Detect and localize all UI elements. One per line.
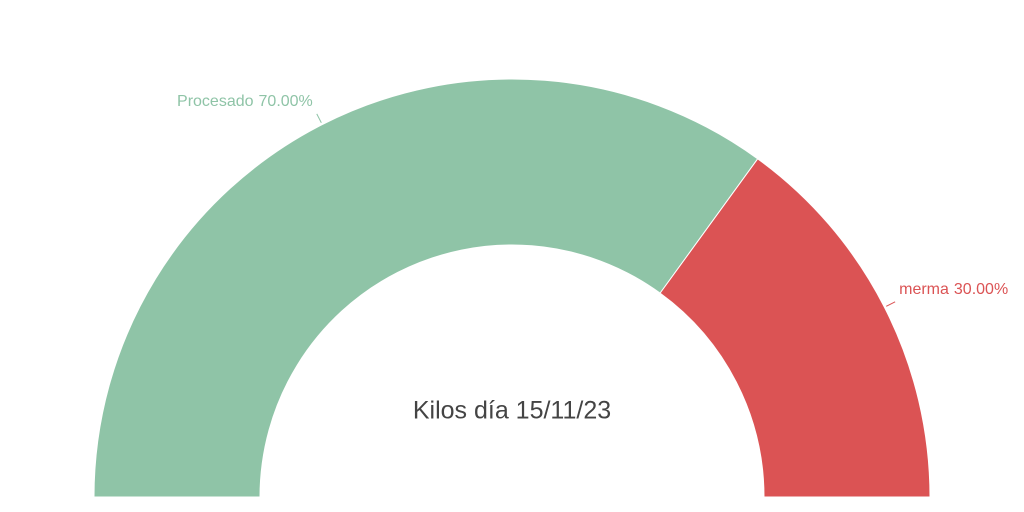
- label-value: 70.00%: [259, 93, 313, 110]
- data-label: Procesado 70.00%: [177, 93, 313, 110]
- label-category: Procesado: [177, 93, 254, 110]
- slice: [93, 78, 759, 498]
- data-label: merma 30.00%: [899, 281, 1008, 298]
- leader-line: [316, 113, 322, 124]
- label-category: merma: [899, 281, 949, 298]
- chart-title: Kilos día 15/11/23: [413, 397, 611, 425]
- leader-line: [885, 301, 896, 307]
- label-value: 30.00%: [954, 281, 1008, 298]
- slice: [659, 158, 931, 498]
